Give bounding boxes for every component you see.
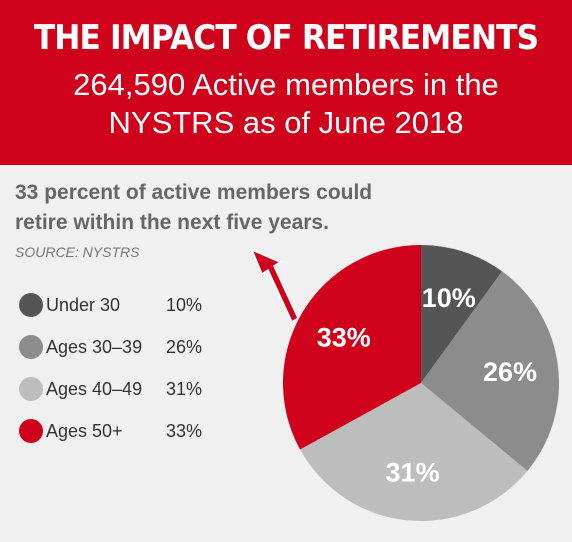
- pie-slice: [300, 383, 528, 521]
- pie-slice: [421, 245, 503, 383]
- legend-marker: [19, 377, 43, 401]
- legend-marker: [19, 293, 43, 317]
- chart-subtitle: 264,590 Active members in the NYSTRS as …: [73, 67, 499, 140]
- slice-label: 31%: [386, 457, 440, 487]
- legend-label: Ages 30–39: [46, 337, 142, 357]
- pie-slice: [421, 271, 559, 471]
- legend-marker: [19, 419, 43, 443]
- chart-title: THE IMPACT OF RETIREMENTS: [33, 18, 539, 58]
- heading: 33 percent of active members could retir…: [15, 181, 373, 234]
- pie-slice: [282, 245, 421, 450]
- legend-value: 31%: [166, 379, 202, 399]
- legend-value: 10%: [166, 295, 202, 315]
- legend-label: Ages 50+: [46, 421, 123, 441]
- legend-value: 33%: [166, 421, 202, 441]
- legend-value: 26%: [166, 337, 202, 357]
- legend-label: Ages 40–49: [46, 379, 142, 399]
- legend-marker: [19, 335, 43, 359]
- arrow: [250, 248, 299, 324]
- slice-label: 10%: [422, 283, 476, 313]
- legend-label: Under 30: [46, 295, 120, 315]
- slice-label: 26%: [483, 357, 537, 387]
- source: SOURCE: NYSTRS: [15, 244, 140, 260]
- header: THE IMPACT OF RETIREMENTS 264,590 Active…: [0, 0, 572, 165]
- slice-label: 33%: [317, 322, 371, 352]
